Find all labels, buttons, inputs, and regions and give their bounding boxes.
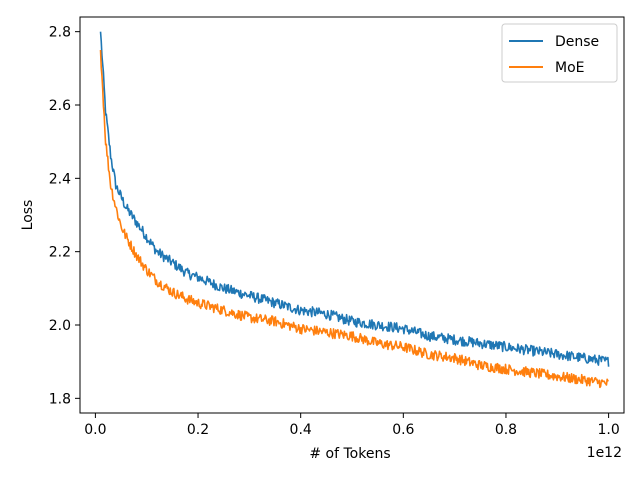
plot-frame	[79, 16, 625, 414]
y-tick-label: 1.8	[49, 391, 71, 407]
x-axis-offset-label: 1e12	[587, 445, 622, 461]
x-tick-label: 1.0	[597, 422, 619, 438]
x-tick-label: 0.2	[187, 422, 209, 438]
x-axis-label: # of Tokens	[309, 446, 390, 462]
y-axis-label: Loss	[20, 200, 36, 231]
legend-moe-label: MoE	[555, 60, 585, 76]
x-tick-label: 0.6	[392, 422, 414, 438]
y-tick-label: 2.4	[49, 171, 71, 187]
legend: Dense MoE	[501, 23, 618, 83]
series-line-moe	[99, 49, 609, 389]
x-axis-ticks: 0.0 0.2 0.4 0.6 0.8 1.0	[84, 413, 620, 438]
series-line-dense	[99, 31, 610, 367]
series-layer	[99, 31, 610, 389]
y-tick-label: 2.0	[49, 318, 71, 334]
x-tick-label: 0.0	[84, 422, 106, 438]
legend-dense-label: Dense	[555, 34, 599, 50]
y-tick-label: 2.6	[49, 98, 71, 114]
x-tick-label: 0.4	[290, 422, 312, 438]
y-axis-ticks: 1.8 2.0 2.2 2.4 2.6 2.8	[49, 25, 80, 407]
y-tick-label: 2.8	[49, 25, 71, 41]
x-tick-label: 0.8	[495, 422, 517, 438]
y-tick-label: 2.2	[49, 245, 71, 261]
